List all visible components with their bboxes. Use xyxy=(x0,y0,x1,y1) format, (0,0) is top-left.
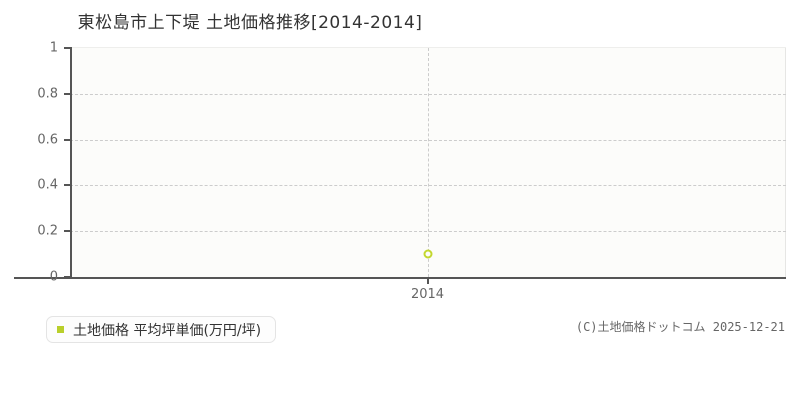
y-tick-label: 0.4 xyxy=(37,177,58,193)
y-tick-mark xyxy=(64,230,71,233)
y-axis-line xyxy=(70,47,72,278)
legend-color-swatch-icon xyxy=(57,326,64,333)
y-tick-mark xyxy=(64,276,71,278)
y-tick-label: 0 xyxy=(49,269,58,285)
y-tick-mark xyxy=(64,184,71,187)
y-tick-label: 0.6 xyxy=(37,132,58,148)
x-tick-mark xyxy=(426,277,429,284)
x-tick-label: 2014 xyxy=(410,287,445,302)
plot-top-edge xyxy=(70,47,786,48)
y-tick-mark xyxy=(64,92,71,95)
legend-item-label: 土地価格 平均坪単価(万円/坪) xyxy=(73,322,262,339)
copyright-notice: (C)土地価格ドットコム 2025-12-21 xyxy=(575,320,785,334)
x-axis-line xyxy=(14,277,786,279)
y-tick-mark xyxy=(64,47,71,49)
chart-legend[interactable]: 土地価格 平均坪単価(万円/坪) xyxy=(46,316,277,343)
chart-title: 東松島市上下堤 土地価格推移[2014-2014] xyxy=(77,13,423,33)
data-point-marker[interactable] xyxy=(423,249,432,259)
plot-right-edge xyxy=(785,48,786,277)
y-tick-mark xyxy=(64,138,71,141)
gridline-vertical xyxy=(427,48,429,277)
y-tick-label: 0.8 xyxy=(37,86,58,102)
y-tick-label: 0.2 xyxy=(37,223,58,239)
y-tick-label: 1 xyxy=(49,40,58,56)
